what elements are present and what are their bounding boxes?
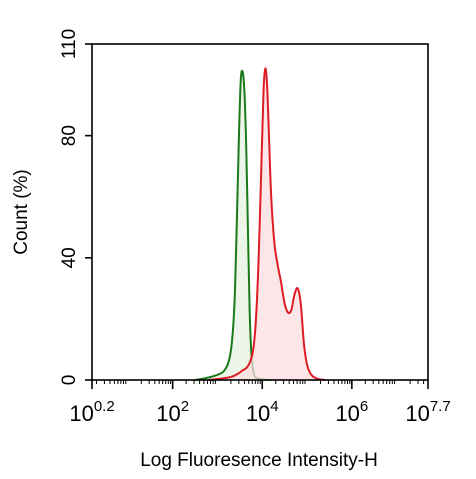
- y-tick-label: 0: [59, 375, 80, 386]
- x-axis-title: Log Fluoresence Intensity-H: [140, 450, 378, 471]
- x-tick-label: 106: [335, 398, 368, 426]
- x-tick-label: 107.7: [405, 398, 450, 426]
- y-tick-label: 80: [59, 125, 80, 146]
- y-tick-label: 40: [59, 247, 80, 268]
- y-axis-title: Count (%): [11, 169, 32, 255]
- x-tick-labels: 100.2 102 104 106 107.7: [69, 398, 450, 426]
- axes-layer: [85, 43, 429, 389]
- y-tick-label: 110: [59, 29, 80, 59]
- x-tick-label: 102: [156, 398, 189, 426]
- x-tick-label: 104: [246, 398, 279, 426]
- x-tick-label: 100.2: [69, 398, 114, 426]
- series-2-line: [208, 67, 326, 381]
- series-2-area: [208, 68, 325, 380]
- series-layer: [194, 67, 326, 381]
- plot-frame: [91, 43, 429, 381]
- y-tick-labels: 0 40 80 110: [59, 29, 80, 385]
